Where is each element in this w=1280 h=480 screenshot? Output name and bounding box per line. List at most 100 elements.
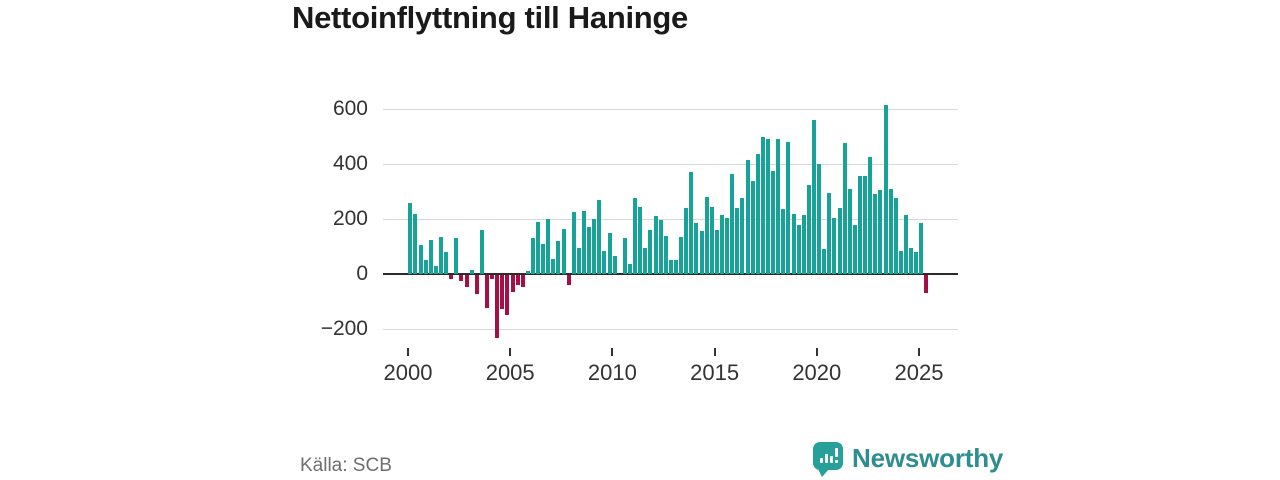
bar xyxy=(464,275,469,288)
bar xyxy=(551,258,556,274)
bar xyxy=(423,260,428,274)
bar xyxy=(653,216,658,274)
gridline xyxy=(383,109,958,110)
bar xyxy=(602,250,607,274)
bar xyxy=(832,217,837,274)
x-axis-tick xyxy=(918,348,920,356)
bar xyxy=(740,198,745,274)
bar xyxy=(571,212,576,274)
bar xyxy=(796,224,801,274)
x-axis-tick xyxy=(815,348,818,356)
zero-axis-line xyxy=(383,273,958,275)
bar xyxy=(418,245,423,274)
brand-wordmark: Newsworthy xyxy=(852,443,1004,473)
bar xyxy=(781,209,786,274)
chart-title: Nettoinflyttning till Haninge xyxy=(292,0,688,35)
bar xyxy=(817,164,822,274)
bar xyxy=(873,194,878,274)
bar xyxy=(505,275,510,315)
bar xyxy=(694,223,699,274)
bar xyxy=(720,214,724,274)
bar xyxy=(878,190,883,274)
y-axis-label: 200 xyxy=(332,207,368,230)
bar xyxy=(474,275,479,295)
bar xyxy=(674,260,679,274)
bar xyxy=(771,170,776,274)
bar xyxy=(883,104,888,274)
bar xyxy=(888,188,893,274)
bar xyxy=(760,136,765,274)
gridline xyxy=(383,219,958,220)
bar xyxy=(648,230,653,274)
bar xyxy=(837,208,842,274)
x-axis-tick xyxy=(509,348,512,356)
x-axis-tick xyxy=(407,348,409,356)
bar xyxy=(490,275,495,280)
bar xyxy=(714,230,719,274)
bar xyxy=(525,271,530,274)
bar xyxy=(898,250,903,274)
newsworthy-logo[interactable]: Newsworthy xyxy=(813,442,1003,480)
bar xyxy=(791,213,796,274)
bar xyxy=(520,275,525,288)
bar xyxy=(576,247,581,274)
bar xyxy=(628,264,633,274)
bar xyxy=(730,173,735,274)
bar xyxy=(546,219,551,274)
bar xyxy=(444,252,449,274)
bar xyxy=(725,217,730,274)
bar xyxy=(868,157,873,274)
bar xyxy=(500,275,505,310)
bar xyxy=(612,256,617,274)
bar xyxy=(413,213,418,274)
bar xyxy=(709,206,714,274)
bar xyxy=(438,236,443,274)
bar xyxy=(484,275,489,308)
bar xyxy=(766,139,770,274)
bar xyxy=(735,208,740,274)
x-axis-tick xyxy=(713,348,716,356)
bar xyxy=(699,231,704,274)
bar xyxy=(510,275,515,292)
bar xyxy=(541,243,546,274)
bar xyxy=(842,143,847,274)
x-axis-label: 2020 xyxy=(792,360,842,385)
bar xyxy=(776,139,781,274)
x-axis-label: 2005 xyxy=(485,360,535,385)
bar xyxy=(530,238,535,274)
bar xyxy=(679,236,684,274)
source-note: Källa: SCB xyxy=(300,455,392,476)
gridline xyxy=(383,164,958,165)
bar xyxy=(454,238,459,274)
bar xyxy=(919,223,924,274)
bar xyxy=(566,275,571,285)
chart-bars-exclamation-icon xyxy=(813,442,843,477)
x-axis-label: 2025 xyxy=(894,360,944,385)
bar xyxy=(561,228,566,274)
bar xyxy=(852,224,857,274)
y-axis-label: 400 xyxy=(332,152,368,175)
x-axis-tick xyxy=(611,348,614,356)
bar xyxy=(449,275,454,280)
bar xyxy=(924,275,929,293)
x-axis-label: 2015 xyxy=(690,360,740,385)
bar xyxy=(893,198,898,274)
bar xyxy=(408,202,413,274)
bar xyxy=(597,199,602,274)
bar xyxy=(668,260,673,274)
bar xyxy=(663,235,668,274)
bar xyxy=(643,247,648,274)
bar xyxy=(428,239,433,274)
y-axis-label: 0 xyxy=(356,262,368,285)
bar xyxy=(827,192,832,274)
bar xyxy=(822,249,827,274)
bar xyxy=(863,176,868,274)
bar xyxy=(536,221,541,274)
bar xyxy=(607,232,612,274)
bar xyxy=(909,247,914,274)
bar xyxy=(592,219,597,274)
